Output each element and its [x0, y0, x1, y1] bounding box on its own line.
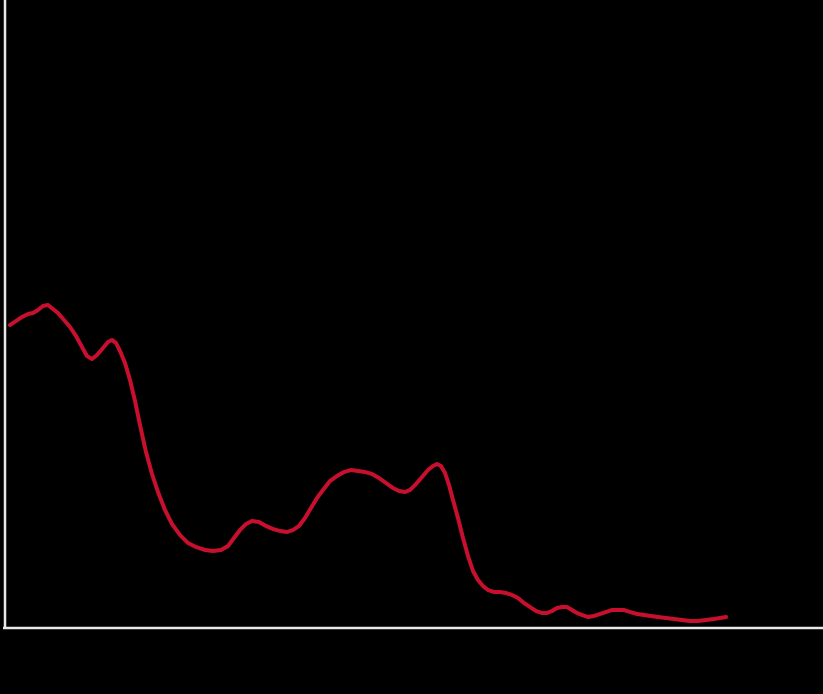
data-line-red-curve: [8, 303, 728, 623]
